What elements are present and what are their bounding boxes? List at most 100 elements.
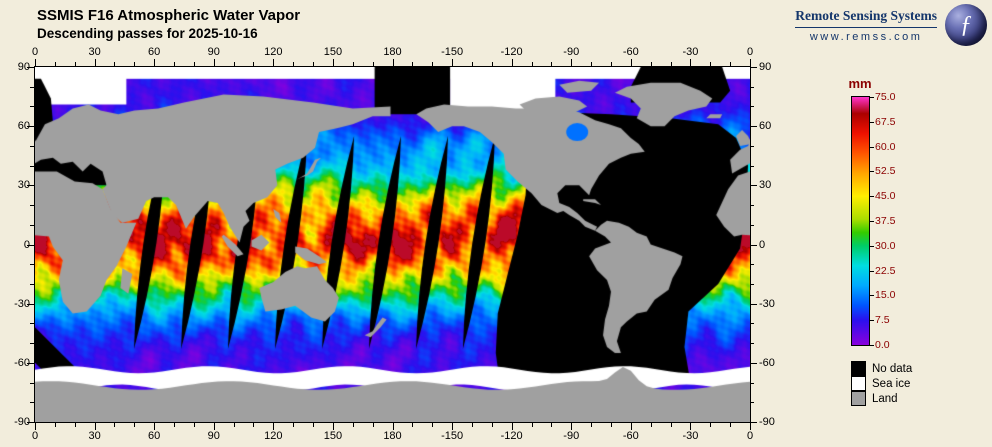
lat-tick-left [27, 185, 34, 187]
lat-tick-right [750, 244, 757, 246]
legend-row: No data [851, 361, 912, 376]
colorbar-tick [870, 196, 874, 198]
lon-tick-bottom [134, 423, 136, 427]
colorbar [851, 96, 870, 346]
branding: Remote Sensing Systems www.remss.com ƒ [795, 4, 987, 46]
lat-tick-label-right: -60 [759, 356, 775, 369]
legend-label: Land [872, 392, 898, 405]
colorbar-unit-label: mm [848, 76, 872, 91]
lon-tick-label-bottom: 90 [207, 430, 220, 442]
legend-swatch [851, 376, 866, 391]
colorbar-tick-label: 67.5 [875, 115, 896, 128]
colorbar-tick [870, 121, 874, 123]
lon-tick-top [54, 62, 56, 66]
lon-tick-top [591, 62, 593, 66]
world-map-canvas [35, 67, 750, 422]
colorbar-tick [870, 270, 874, 272]
remss-globe-icon: ƒ [945, 4, 987, 46]
lat-tick-left [30, 106, 34, 108]
colorbar-tick [870, 320, 874, 322]
page-title: SSMIS F16 Atmospheric Water Vapor [37, 7, 301, 24]
lat-tick-right [750, 106, 754, 108]
lon-tick-bottom [491, 423, 493, 427]
colorbar-tick-label: 15.0 [875, 289, 896, 302]
lat-tick-label-right: 30 [759, 179, 772, 192]
lon-tick-top [511, 59, 513, 66]
colorbar-tick [870, 345, 874, 346]
lon-tick-bottom [94, 423, 96, 430]
lat-tick-label-right: 60 [759, 120, 772, 133]
colorbar-tick-label: 45.0 [875, 190, 896, 203]
brand-name: Remote Sensing Systems [795, 8, 937, 28]
lon-tick-bottom [432, 423, 434, 427]
lat-tick-left [27, 67, 34, 68]
lat-tick-left [30, 165, 34, 167]
lon-tick-bottom [313, 423, 315, 427]
colorbar-tick-label: 22.5 [875, 264, 896, 277]
lat-tick-left [30, 283, 34, 285]
lon-tick-bottom [213, 423, 215, 430]
lon-tick-top [372, 62, 374, 66]
colorbar-tick-label: 60.0 [875, 140, 896, 153]
lon-tick-label-bottom: -60 [622, 430, 639, 442]
lat-tick-left [30, 145, 34, 147]
lon-tick-top [531, 62, 533, 66]
lon-tick-top [233, 62, 235, 66]
lat-tick-label-right: -90 [759, 416, 775, 428]
lon-tick-label-top: 90 [207, 46, 220, 58]
lon-tick-label-top: -30 [682, 46, 699, 58]
lon-tick-label-bottom: 0 [31, 430, 39, 442]
lat-tick-left [27, 362, 34, 364]
lat-tick-left [30, 205, 34, 207]
lat-tick-right [750, 264, 754, 266]
lon-tick-label-top: 30 [88, 46, 101, 58]
lon-tick-top [94, 59, 96, 66]
lon-tick-bottom [571, 423, 573, 430]
lat-tick-label-left: 0 [2, 239, 30, 251]
lat-tick-right [750, 303, 757, 305]
lon-tick-top [670, 62, 672, 66]
lat-tick-right [750, 362, 757, 364]
lon-tick-top [193, 62, 195, 66]
colorbar-tick-label: 7.5 [875, 314, 890, 327]
lon-tick-top [74, 62, 76, 66]
lon-tick-label-top: -150 [441, 46, 464, 58]
lat-tick-label-left: 90 [17, 61, 30, 73]
lon-tick-top [650, 62, 652, 66]
lat-tick-label-right: 90 [759, 61, 772, 73]
lat-tick-left [30, 402, 34, 404]
colorbar-tick [870, 295, 874, 297]
lon-tick-label-bottom: -30 [682, 430, 699, 442]
lon-tick-label-bottom: -150 [441, 430, 464, 442]
lon-tick-bottom [372, 423, 374, 427]
lat-tick-left [27, 303, 34, 305]
lon-tick-label-top: -120 [500, 46, 523, 58]
lon-tick-label-bottom: -90 [563, 430, 580, 442]
legend-label: Sea ice [872, 377, 911, 390]
lat-tick-right [750, 402, 754, 404]
brand-url[interactable]: www.remss.com [809, 31, 923, 43]
lat-tick-label-left: 60 [17, 120, 30, 133]
page-subtitle: Descending passes for 2025-10-16 [37, 26, 258, 41]
lon-tick-top [432, 62, 434, 66]
lon-tick-bottom [332, 423, 334, 430]
lon-tick-top [332, 59, 334, 66]
lon-tick-bottom [551, 423, 553, 427]
lat-tick-right [750, 145, 754, 147]
lon-tick-top [313, 62, 315, 66]
lon-tick-top [491, 62, 493, 66]
lat-tick-right [750, 323, 754, 325]
lon-tick-top [213, 59, 215, 66]
legend-swatch [851, 391, 866, 406]
colorbar-tick-label: 37.5 [875, 215, 896, 227]
lon-tick-bottom [650, 423, 652, 427]
lat-tick-label-left: 30 [17, 179, 30, 192]
lon-tick-bottom [452, 423, 454, 430]
lat-tick-right [750, 382, 754, 384]
lon-tick-label-top: -90 [563, 46, 580, 58]
lon-tick-label-top: 60 [148, 46, 161, 58]
lon-tick-bottom [511, 423, 513, 430]
lat-tick-right [750, 86, 754, 88]
lat-tick-right [750, 343, 754, 345]
lon-tick-top [630, 59, 632, 66]
